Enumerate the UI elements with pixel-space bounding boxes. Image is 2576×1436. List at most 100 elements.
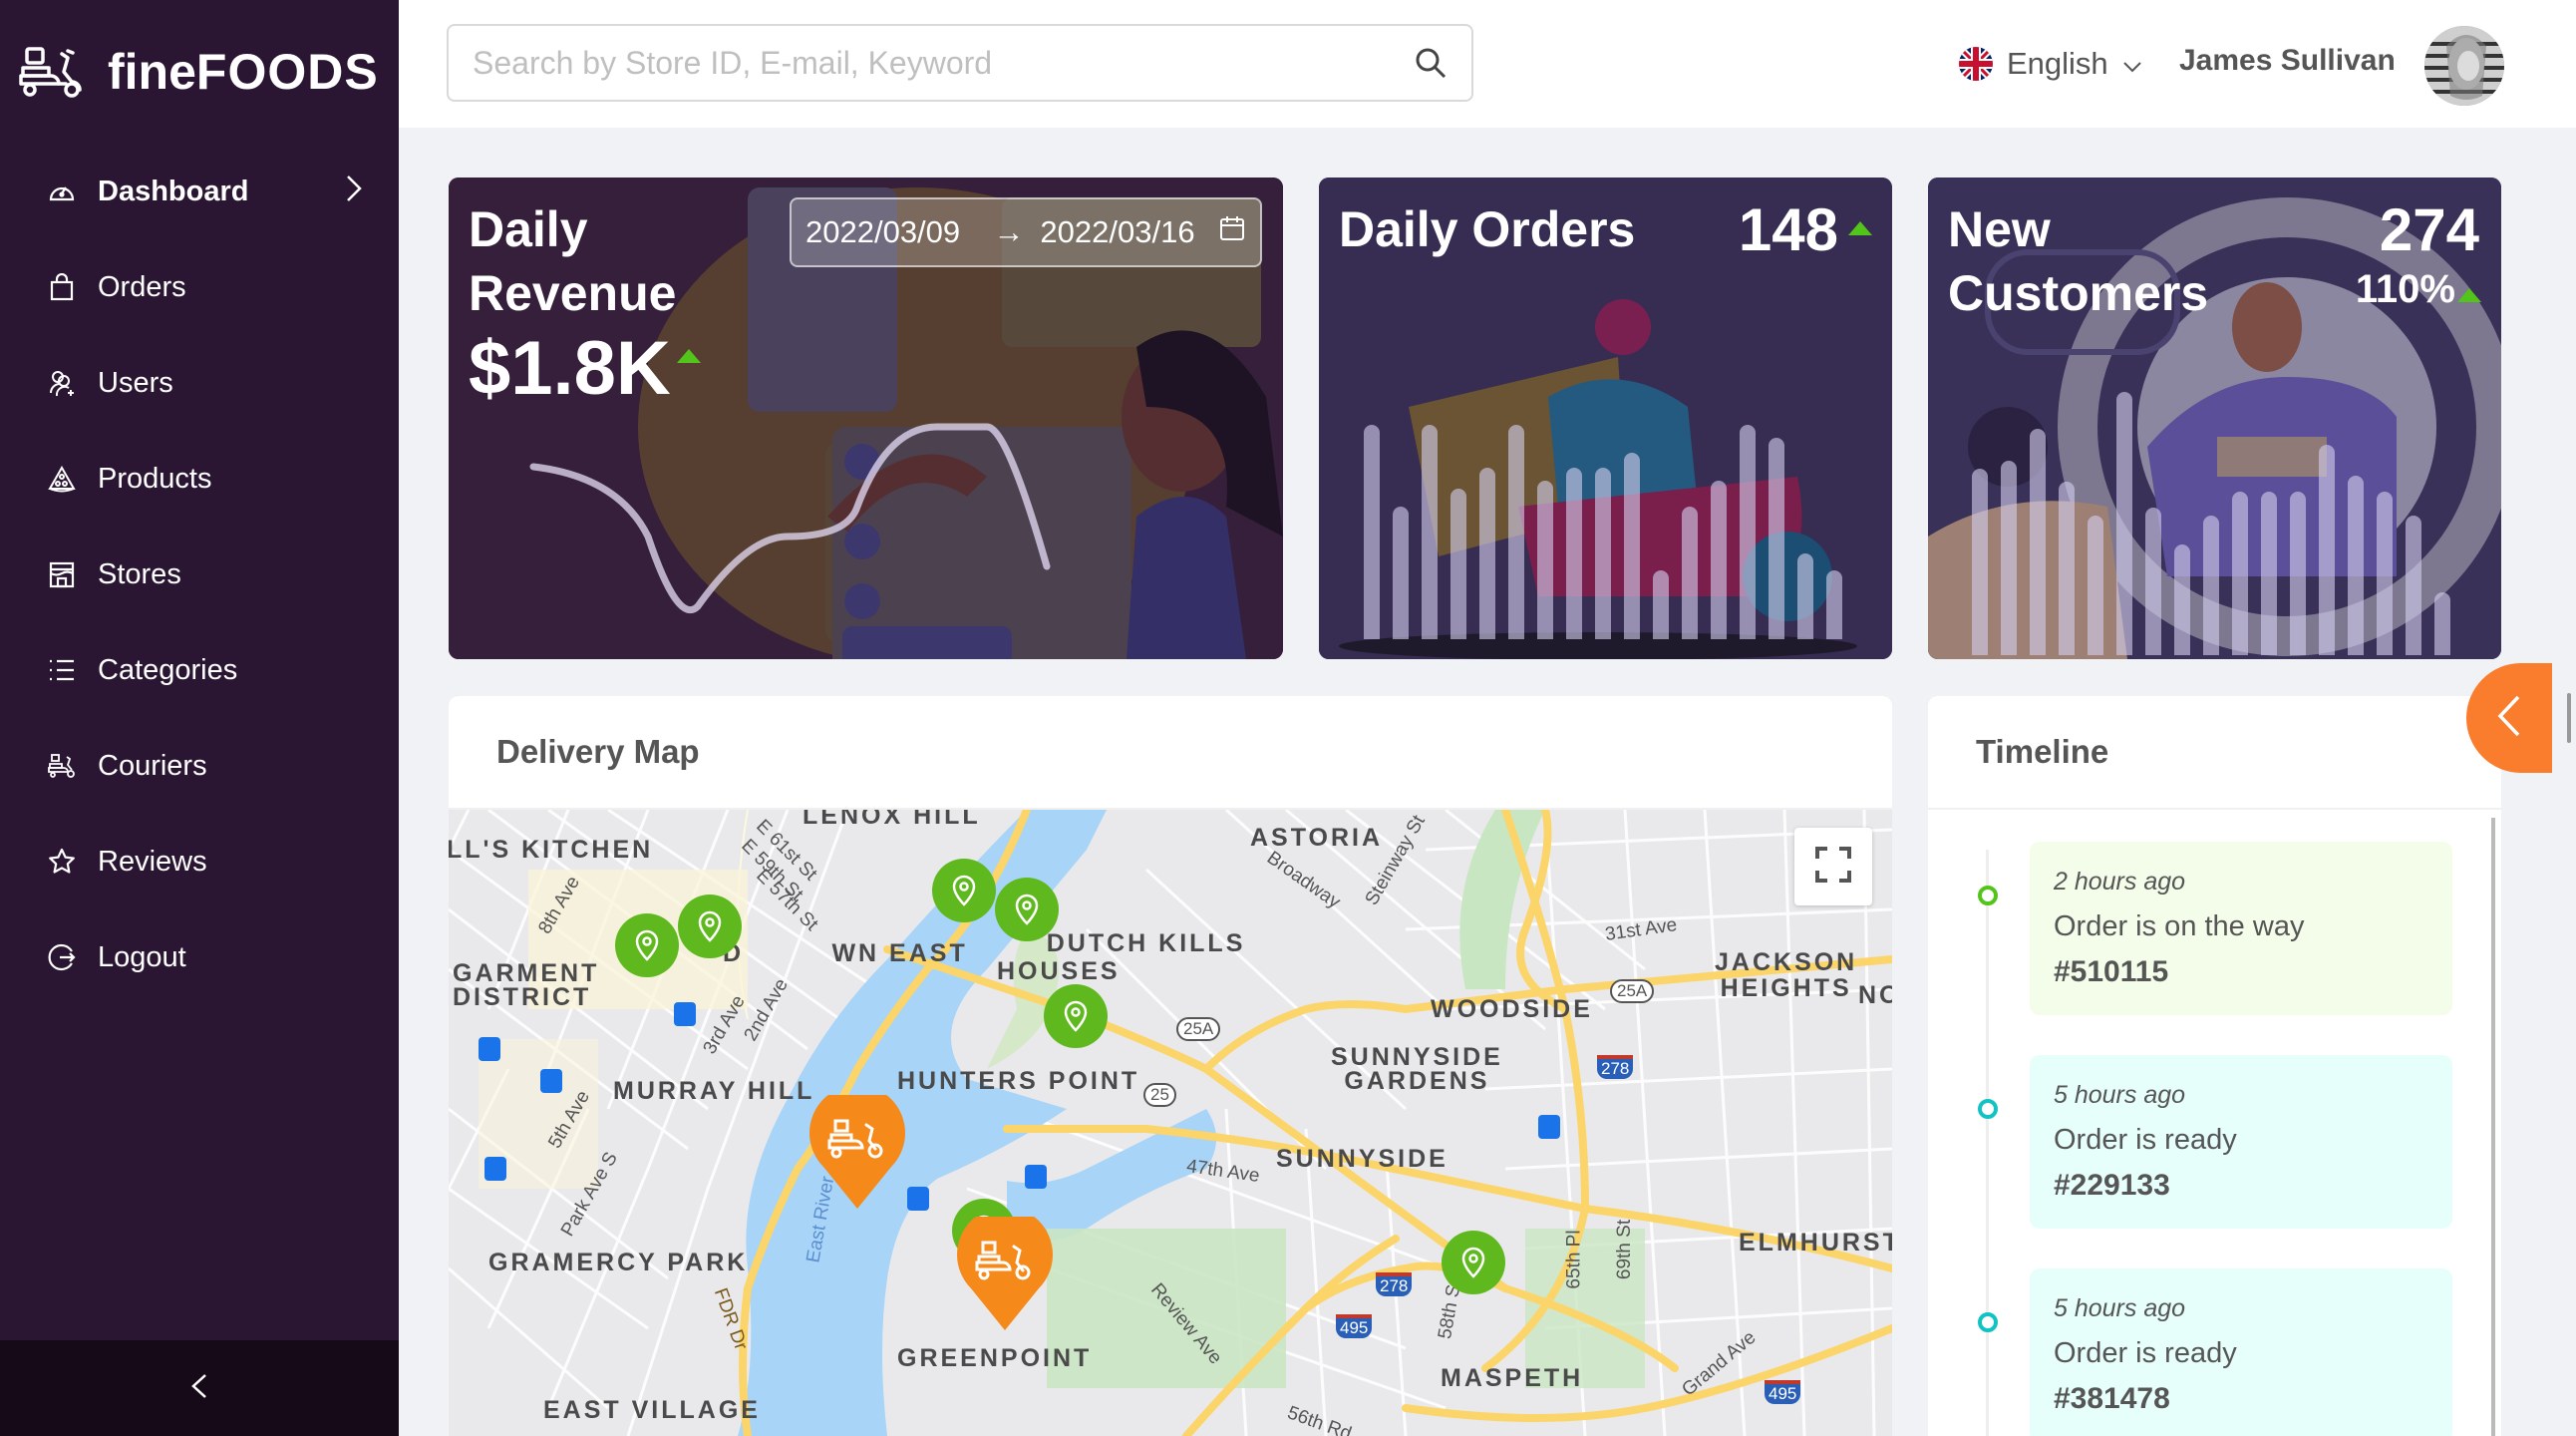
- chart-bar: [1508, 425, 1524, 639]
- scooter-icon: [48, 752, 76, 780]
- sidebar-item-products[interactable]: Products: [0, 431, 399, 527]
- delivery-map-card: Delivery Map: [449, 696, 1892, 1436]
- chart-bar: [1364, 425, 1380, 639]
- store-pin[interactable]: [1044, 984, 1108, 1053]
- top-header: English James Sullivan: [399, 0, 2576, 128]
- orders-value: 148: [1738, 196, 1838, 263]
- drawer-toggle-button[interactable]: [2466, 663, 2552, 773]
- sidebar-item-logout[interactable]: Logout: [0, 909, 399, 1005]
- sidebar-item-stores[interactable]: Stores: [0, 527, 399, 622]
- search-box[interactable]: [447, 24, 1473, 102]
- route-shield: 278: [1376, 1272, 1413, 1296]
- store-pin[interactable]: [1442, 1231, 1505, 1299]
- store-pin[interactable]: [995, 878, 1059, 946]
- sidebar-item-reviews[interactable]: Reviews: [0, 814, 399, 909]
- map-label: DOWNTWN EAST: [723, 939, 968, 967]
- avatar[interactable]: [2424, 26, 2504, 106]
- sidebar-item-couriers[interactable]: Couriers: [0, 718, 399, 814]
- daily-revenue-card: Daily Revenue $1.8K 2022/03/09 → 2022/03…: [449, 178, 1283, 659]
- chart-bar: [2406, 516, 2421, 655]
- store-pin[interactable]: [932, 859, 996, 927]
- users-add-icon: [48, 369, 76, 397]
- sidebar-item-users[interactable]: Users: [0, 335, 399, 431]
- customers-value: 274: [2379, 196, 2479, 263]
- chart-bar: [2377, 492, 2393, 655]
- map-tiles: [449, 810, 1892, 1436]
- revenue-sparkline: [529, 423, 1051, 614]
- scooter-logo-icon: [19, 47, 82, 98]
- sidebar-item-dashboard[interactable]: Dashboard: [0, 144, 399, 239]
- map-label: MASPETH: [1441, 1364, 1584, 1392]
- sidebar-collapse-button[interactable]: [0, 1340, 399, 1436]
- map-label: LENOX HILL: [803, 810, 981, 830]
- map-label: GRAMERCY PARK: [488, 1249, 749, 1276]
- chart-bar: [1393, 507, 1409, 639]
- revenue-illustration: [449, 178, 1283, 659]
- timeline-dot-icon: [1978, 886, 1998, 905]
- language-label: English: [2007, 46, 2108, 81]
- timeline-card-item[interactable]: 2 hours ago Order is on the way #510115: [2030, 842, 2452, 1015]
- chart-bar: [2348, 476, 2364, 655]
- calendar-icon[interactable]: [1218, 214, 1246, 250]
- map-label: ASTORIA: [1250, 824, 1384, 852]
- transit-icon: [484, 1157, 506, 1181]
- date-end[interactable]: 2022/03/16: [1040, 214, 1195, 249]
- route-shield: 495: [1336, 1314, 1373, 1338]
- user-name[interactable]: James Sullivan: [2179, 44, 2396, 77]
- chart-bar: [1422, 425, 1438, 639]
- chart-bar: [1797, 553, 1813, 639]
- chart-bar: [2261, 492, 2277, 655]
- dashboard-gauge-icon: [48, 178, 76, 205]
- brand-name: fineFOODS: [108, 44, 379, 100]
- revenue-title: Daily Revenue: [469, 201, 677, 321]
- fullscreen-button[interactable]: [1794, 828, 1872, 905]
- chart-bar: [1711, 481, 1727, 639]
- transit-icon: [674, 1002, 696, 1026]
- sidebar-item-categories[interactable]: Categories: [0, 622, 399, 718]
- timeline-dot-icon: [1978, 1099, 1998, 1119]
- customers-percent-row: 110%: [2356, 267, 2481, 312]
- map-label: EAST VILLAGE: [543, 1396, 761, 1424]
- chart-bar: [2145, 508, 2161, 655]
- route-shield: 25A: [1176, 1017, 1221, 1041]
- courier-pin[interactable]: [809, 1085, 905, 1214]
- timeline-scrollbar[interactable]: [2491, 818, 2495, 1436]
- chevron-left-icon: [190, 1373, 208, 1404]
- timeline-card-item[interactable]: 5 hours ago Order is ready #229133: [2030, 1055, 2452, 1229]
- orders-title: Daily Orders: [1339, 201, 1636, 257]
- map-label: GARMENT DISTRICT: [453, 959, 600, 1011]
- page-scrollbar[interactable]: [2567, 693, 2571, 743]
- map-label: GREENPOINT: [897, 1344, 1093, 1372]
- map-label: NO: [1858, 981, 1892, 1009]
- logo[interactable]: fineFOODS: [18, 42, 379, 102]
- timeline-list[interactable]: 2 hours ago Order is on the way #510115 …: [1928, 810, 2501, 1436]
- courier-pin[interactable]: [957, 1207, 1053, 1335]
- chart-bar: [2232, 492, 2248, 655]
- chart-bar: [2203, 516, 2219, 655]
- sidebar-item-orders[interactable]: Orders: [0, 239, 399, 335]
- chevron-right-icon: [345, 174, 363, 211]
- store-pin[interactable]: [678, 895, 742, 963]
- search-icon[interactable]: [1414, 46, 1448, 80]
- storefront-icon: [48, 560, 76, 588]
- store-pin[interactable]: [615, 913, 679, 982]
- map-label: WOODSIDE: [1431, 995, 1593, 1023]
- map-label: SUNNYSIDE GARDENS: [1331, 1043, 1503, 1095]
- chart-bar: [2434, 592, 2450, 655]
- map-label: DUTCH KILLS HOUSES: [997, 929, 1246, 985]
- timeline-card-item[interactable]: 5 hours ago Order is ready #381478: [2030, 1268, 2452, 1436]
- chart-bar: [1624, 453, 1640, 639]
- map-canvas[interactable]: LENOX HILL LL'S KITCHEN GARMENT DISTRICT …: [449, 810, 1892, 1436]
- date-range-picker[interactable]: 2022/03/09 → 2022/03/16: [790, 197, 1262, 267]
- map-label: ELMHURST: [1739, 1229, 1892, 1256]
- timeline-line: [1986, 850, 1989, 1436]
- chart-bar: [1740, 425, 1756, 639]
- search-input[interactable]: [473, 44, 1414, 82]
- shopping-bag-icon: [48, 273, 76, 301]
- language-selector[interactable]: English: [1959, 40, 2142, 88]
- chart-bar: [2030, 429, 2046, 655]
- date-start[interactable]: 2022/03/09: [805, 214, 961, 249]
- route-shield: 25: [1143, 1083, 1176, 1107]
- uk-flag-icon: [1959, 47, 1993, 81]
- chart-bar: [1972, 469, 1988, 655]
